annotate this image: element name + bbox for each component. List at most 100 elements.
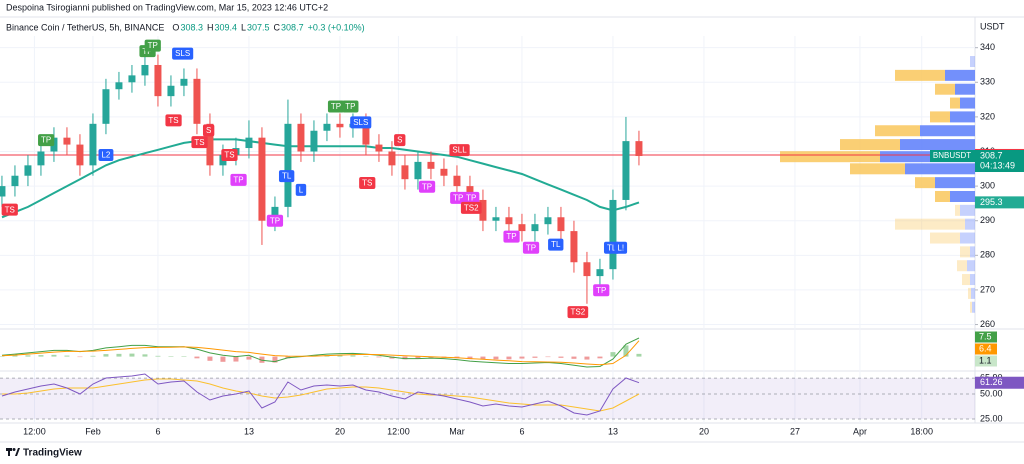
macd-histogram-bar — [155, 355, 161, 357]
signal-box — [342, 100, 359, 113]
profile-up — [900, 139, 975, 151]
candle-body — [0, 186, 6, 197]
candle-body — [11, 175, 19, 187]
candle-body — [518, 224, 526, 232]
profile-up — [880, 151, 975, 163]
x-tick-label: Mar — [449, 426, 465, 436]
macd-histogram-bar — [623, 345, 629, 357]
macd-histogram-bar — [51, 354, 57, 357]
x-tick-label: 20 — [335, 426, 345, 436]
signal: TP — [342, 100, 359, 113]
signal-label: L2 — [101, 151, 110, 160]
signal: TS — [165, 114, 182, 127]
x-tick-label: 12:00 — [23, 426, 46, 436]
macd-histogram-bar — [480, 356, 486, 360]
y-tick-label: 320 — [980, 111, 995, 121]
signal-label: TL — [551, 240, 561, 249]
profile-down — [957, 260, 967, 272]
profile-up — [970, 274, 975, 286]
signal-box — [450, 191, 467, 204]
signal-box — [463, 191, 480, 204]
profile-down — [968, 287, 971, 299]
y-tick-label: 270 — [980, 284, 995, 294]
x-tick-label: 27 — [790, 426, 800, 436]
signal-label: TP — [526, 243, 536, 252]
candle-body — [557, 217, 565, 232]
macd-histogram-bar — [402, 356, 408, 360]
signal-box — [460, 201, 482, 214]
candle-body — [479, 199, 487, 221]
signal-box — [327, 100, 345, 113]
publisher: Despoina Tsirogianni published on Tradin… — [6, 2, 328, 12]
macd-histogram-bar — [337, 355, 343, 357]
macd-value-label: 1.1 — [979, 355, 992, 365]
x-tick-label: 20 — [699, 426, 709, 436]
macd-histogram-bar — [38, 355, 44, 357]
signal: TS — [221, 148, 238, 161]
ma-label-box — [975, 196, 1024, 209]
macd-histogram-bar — [584, 356, 590, 360]
profile-up — [950, 111, 975, 123]
candle-body — [310, 130, 318, 152]
macd-histogram-bar — [467, 356, 473, 360]
macd-histogram-bar — [142, 354, 148, 357]
profile-down — [960, 246, 970, 258]
moving-average — [1, 138, 640, 219]
signal-box — [230, 173, 247, 186]
signal-label: TP — [41, 136, 51, 145]
x-tick-label: 13 — [244, 426, 254, 436]
rsi-value-label: 61.26 — [980, 377, 1003, 387]
signal: TL — [278, 170, 295, 183]
candle-body — [258, 137, 266, 221]
macd-histogram-bar — [194, 356, 200, 359]
signal-box — [449, 144, 470, 157]
macd-histogram-bar — [220, 356, 226, 362]
signal: L! — [614, 241, 628, 254]
profile-down — [935, 83, 955, 95]
signal-box — [418, 180, 436, 193]
macd-histogram-bar — [77, 356, 83, 358]
signal-label: SLS — [353, 118, 368, 127]
macd-histogram-bar — [376, 356, 382, 358]
macd-histogram-bar — [558, 356, 564, 358]
candle-body — [609, 199, 617, 270]
profile-up — [970, 246, 975, 258]
candle-body — [427, 161, 435, 169]
signal-label: TP — [345, 102, 355, 111]
signal-box — [1, 203, 18, 216]
signal-label: TP — [466, 193, 476, 202]
logo-shape — [8, 448, 10, 456]
profile-up — [960, 97, 975, 109]
profile-down — [840, 139, 900, 151]
macd-histogram-bar — [25, 355, 31, 357]
signal-label: TP — [148, 41, 158, 50]
profile-up — [960, 204, 975, 216]
signal-label: TP — [270, 216, 280, 225]
x-tick-label: 6 — [519, 426, 524, 436]
signal-box — [295, 183, 307, 196]
logo — [6, 448, 20, 456]
ohlc-key: C — [274, 22, 281, 32]
ohlc-value: 308.3 — [180, 22, 203, 32]
profile-up — [935, 177, 975, 189]
profile-up — [970, 56, 975, 68]
x-tick-label: 18:00 — [910, 426, 933, 436]
rsi-tick-label: 50.00 — [980, 388, 1003, 398]
ohlc-key: O — [172, 22, 179, 32]
signal-label: L! — [617, 243, 624, 252]
rsi-value-box — [975, 376, 1024, 389]
signal: TP — [144, 39, 161, 52]
macd-histogram-bar — [90, 355, 96, 357]
macd-histogram-bar — [116, 353, 122, 357]
candle-body — [206, 123, 214, 166]
ohlc-key: H — [207, 22, 214, 32]
signal-label: TS — [168, 116, 178, 125]
signal: TP — [522, 241, 540, 254]
candle-body — [24, 165, 32, 176]
signal-label: SLL — [452, 146, 467, 155]
profile-up — [971, 287, 975, 299]
change: +0.3 (+0.10%) — [308, 22, 365, 32]
signal: TS — [1, 203, 18, 216]
candle-body — [167, 85, 175, 97]
